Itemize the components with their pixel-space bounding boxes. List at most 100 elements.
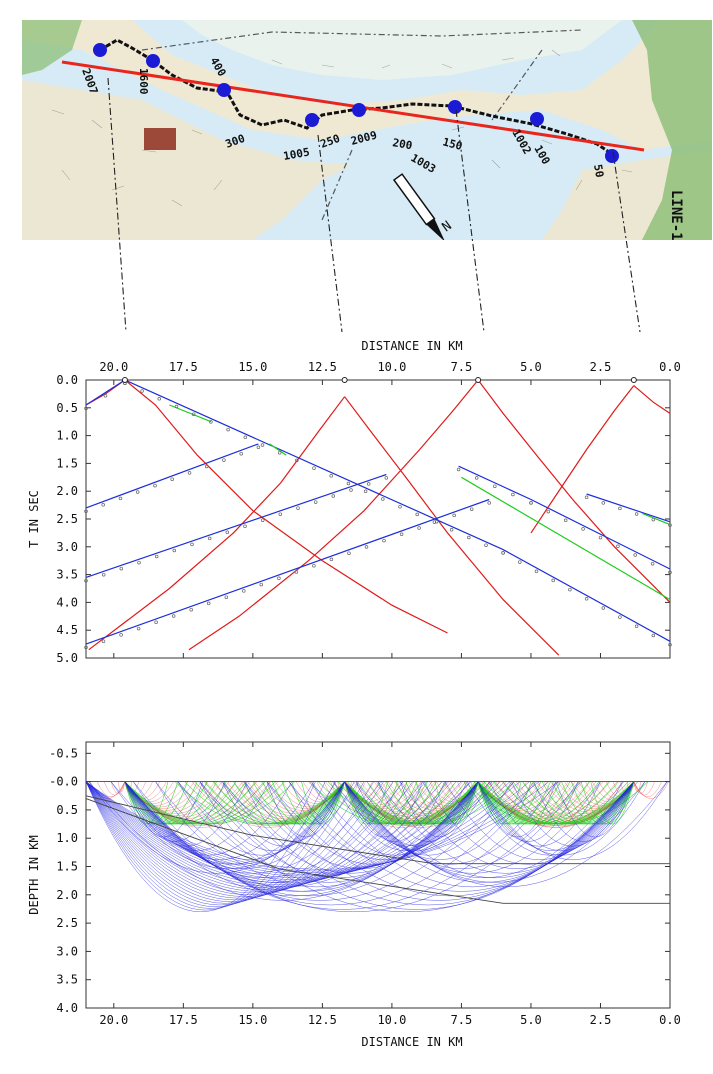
- travel-series-line: [344, 396, 560, 656]
- travel-pick: [312, 563, 316, 568]
- travel-pick: [256, 445, 261, 450]
- ray-path: [477, 781, 590, 825]
- travel-pick: [452, 513, 456, 518]
- km-label: 250: [319, 132, 342, 151]
- ray-path: [199, 781, 479, 878]
- travel-pick: [584, 495, 589, 500]
- travel-pick: [398, 504, 402, 509]
- depth-ylabel: DEPTH IN KM: [27, 835, 41, 914]
- connector-2: [317, 134, 343, 333]
- travel-pick: [399, 532, 404, 537]
- travel-xtick-label: 15.0: [238, 360, 267, 374]
- travel-pick: [207, 536, 212, 541]
- map-land-north: [22, 20, 712, 80]
- travel-pick: [618, 506, 622, 511]
- ray-path: [288, 781, 634, 892]
- travel-pick: [222, 458, 226, 462]
- travel-pick: [84, 509, 88, 513]
- depth-xtick-label: 5.0: [520, 1013, 542, 1027]
- travel-pick: [313, 500, 318, 504]
- travel-ytick-label: 0.5: [56, 401, 78, 415]
- ray-path: [85, 781, 452, 889]
- travel-series-line: [586, 493, 671, 523]
- ray-path: [222, 781, 479, 874]
- ray-path: [199, 781, 634, 910]
- travel-ytick-label: 2.5: [56, 512, 78, 526]
- travel-pick: [618, 615, 622, 619]
- ray-path: [463, 781, 635, 825]
- ray-path: [477, 781, 532, 825]
- ray-path: [199, 781, 345, 851]
- travel-pick: [493, 484, 497, 488]
- travel-pick: [634, 624, 639, 629]
- travel-series-line: [88, 396, 346, 651]
- travel-pick: [518, 560, 522, 564]
- travel-series-line: [458, 465, 671, 570]
- ray-path: [344, 781, 388, 825]
- ray-path: [124, 781, 515, 901]
- travel-pick: [278, 512, 283, 516]
- interfaces: [85, 781, 670, 904]
- ray-path: [155, 781, 479, 888]
- travel-pick: [384, 476, 389, 480]
- travel-pick: [382, 538, 386, 543]
- travel-xlabel: DISTANCE IN KM: [361, 339, 462, 353]
- ray-path: [174, 781, 345, 825]
- travel-ytick-label: 5.0: [56, 651, 78, 665]
- shot-point: [217, 83, 231, 97]
- travel-ytick-label: 1.5: [56, 456, 78, 470]
- travel-pick: [171, 614, 176, 618]
- travel-pick: [157, 397, 162, 401]
- ray-path: [85, 781, 472, 885]
- ray-path: [133, 781, 479, 892]
- ray-path: [85, 781, 511, 878]
- travel-pick: [651, 517, 656, 522]
- travel-pick: [601, 606, 606, 610]
- travel-pick: [381, 497, 385, 501]
- travel-pick: [432, 520, 437, 524]
- travel-pick: [224, 595, 229, 599]
- travel-pick: [187, 471, 192, 475]
- travel-pick: [668, 523, 672, 527]
- ray-path: [103, 781, 126, 796]
- ray-path: [281, 781, 345, 825]
- travel-pick: [312, 466, 316, 470]
- ray-path: [266, 781, 634, 896]
- line-label: LINE-1: [668, 190, 684, 240]
- connector-3: [455, 109, 485, 333]
- travel-pick: [534, 569, 539, 574]
- travel-pick: [140, 389, 144, 393]
- ray-path: [85, 781, 326, 911]
- travel-pick: [469, 507, 474, 511]
- ray-path: [399, 781, 635, 869]
- km-label: 1005: [282, 146, 310, 163]
- travel-pick: [119, 566, 124, 571]
- travel-series-line: [124, 379, 448, 634]
- travel-pick: [551, 578, 555, 583]
- km-label: 1600: [137, 68, 150, 95]
- ray-path: [415, 781, 479, 825]
- interface-line: [85, 798, 670, 904]
- travel-series-line: [85, 473, 387, 578]
- ray-path: [477, 781, 668, 860]
- travel-pick: [634, 512, 639, 516]
- ray-path: [88, 781, 479, 901]
- travel-pick: [206, 601, 211, 606]
- ray-path: [133, 781, 345, 865]
- ray-path: [311, 781, 634, 888]
- travel-ytick-label: 1.0: [56, 429, 78, 443]
- travel-shot-marker: [341, 377, 348, 383]
- travel-pick: [190, 542, 194, 547]
- depth-ytick-label: -0.5: [49, 746, 78, 760]
- travel-pick: [415, 512, 419, 517]
- travel-pick: [259, 582, 264, 587]
- travel-pick: [174, 404, 179, 409]
- ray-path: [477, 781, 623, 851]
- travel-pick: [260, 518, 265, 522]
- travel-pick: [191, 412, 196, 416]
- travel-pick: [650, 561, 655, 566]
- ray-path: [85, 781, 414, 896]
- travel-pick: [84, 578, 88, 583]
- depth-xtick-label: 12.5: [308, 1013, 337, 1027]
- travel-pick: [153, 483, 157, 488]
